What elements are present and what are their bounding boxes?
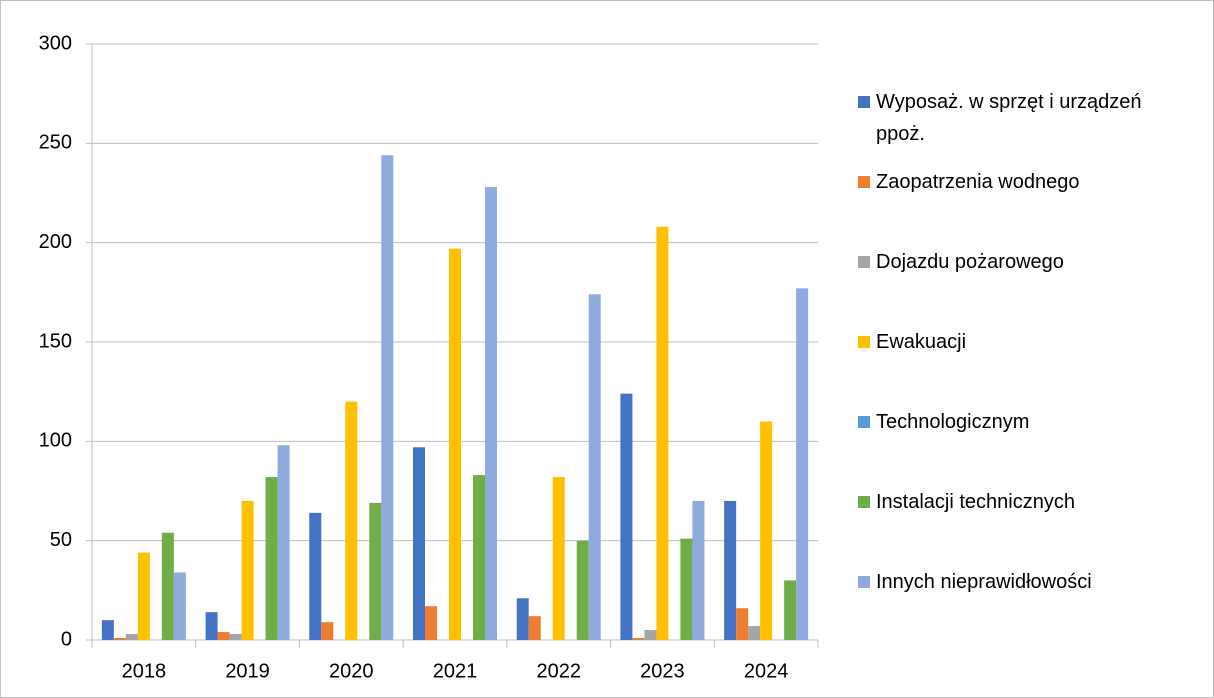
bar	[656, 226, 669, 641]
bar	[113, 638, 126, 640]
bar	[137, 552, 150, 640]
bar	[413, 447, 425, 640]
bar	[425, 606, 437, 640]
legend-swatch	[858, 336, 870, 348]
y-tick-label: 0	[61, 628, 72, 650]
bar	[309, 512, 322, 640]
bar	[576, 540, 589, 640]
legend-label: Technologicznym	[876, 411, 1030, 433]
legend-entry: Ewakuacji	[858, 326, 966, 358]
bar	[265, 477, 278, 640]
bar	[205, 612, 218, 640]
legend-entry: Instalacji technicznych	[858, 486, 1075, 518]
bar	[692, 500, 705, 640]
y-tick-label: 200	[39, 231, 72, 253]
y-tick-label: 300	[39, 32, 72, 54]
legend-label: Dojazdu pożarowego	[876, 251, 1064, 273]
y-tick-label: 50	[50, 529, 72, 551]
x-tick-label: 2021	[433, 660, 478, 682]
bar	[473, 475, 485, 640]
x-tick-label: 2023	[640, 660, 685, 682]
legend-swatch	[858, 96, 870, 108]
bar	[680, 538, 693, 640]
legend-swatch	[858, 496, 870, 508]
bar	[528, 616, 541, 640]
bar	[632, 638, 645, 640]
bar	[241, 500, 254, 640]
x-tick-label: 2019	[225, 660, 270, 682]
bar	[125, 634, 138, 640]
bar	[588, 294, 601, 640]
x-tick-label: 2022	[536, 660, 581, 682]
bar	[736, 608, 749, 640]
x-tick-label: 2018	[122, 660, 167, 682]
bar	[381, 155, 394, 640]
legend-swatch	[858, 176, 870, 188]
bar	[321, 622, 334, 640]
y-tick-label: 150	[39, 330, 72, 352]
bar	[760, 421, 773, 640]
bar	[620, 393, 633, 640]
legend-label: Innych nieprawidłowości	[876, 571, 1092, 593]
bar	[784, 580, 797, 640]
legend-entry: Technologicznym	[858, 406, 1029, 438]
bar	[161, 532, 174, 640]
legend-entry: Zaopatrzenia wodnego	[858, 166, 1079, 198]
bar	[449, 248, 461, 641]
bar	[748, 626, 761, 640]
legend-label: Zaopatrzenia wodnego	[876, 171, 1080, 193]
legend-entry: Wyposaż. w sprzęt i urządzeń ppoż.	[858, 86, 1158, 150]
x-tick-label: 2020	[329, 660, 374, 682]
x-tick-label: 2024	[744, 660, 789, 682]
legend-swatch	[858, 256, 870, 268]
bar	[101, 620, 114, 640]
bar	[796, 288, 809, 640]
bar	[173, 572, 186, 640]
y-tick-label: 250	[39, 132, 72, 154]
bar	[552, 477, 565, 640]
legend-label: Wyposaż. w sprzęt i urządzeń ppoż.	[876, 91, 1142, 145]
bar	[516, 598, 529, 640]
legend-swatch	[858, 576, 870, 588]
bar	[724, 500, 737, 640]
bar	[485, 187, 497, 641]
legend-entry: Innych nieprawidłowości	[858, 566, 1092, 598]
legend-label: Ewakuacji	[876, 331, 967, 353]
bar	[229, 634, 242, 640]
bar	[277, 445, 290, 640]
bar	[217, 632, 230, 640]
legend-swatch	[858, 416, 870, 428]
legend-entry: Dojazdu pożarowego	[858, 246, 1064, 278]
legend-label: Instalacji technicznych	[876, 491, 1075, 513]
bar	[369, 502, 382, 640]
bar	[345, 401, 358, 640]
y-tick-label: 100	[39, 430, 72, 452]
bar	[644, 630, 657, 640]
